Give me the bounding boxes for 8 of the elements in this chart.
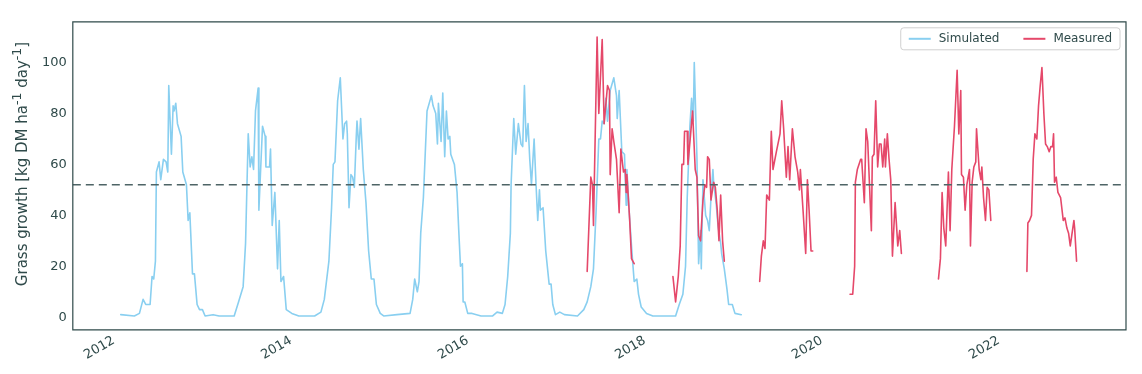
y-tick-label: 0 [58, 308, 67, 324]
y-tick-label: 60 [50, 155, 67, 171]
legend-label: Measured [1053, 30, 1113, 45]
legend-label: Simulated [938, 30, 1000, 45]
y-tick-label: 40 [50, 206, 67, 222]
y-tick-label: 20 [50, 257, 67, 273]
y-tick-label: 100 [41, 53, 67, 69]
y-tick-label: 80 [50, 104, 67, 120]
